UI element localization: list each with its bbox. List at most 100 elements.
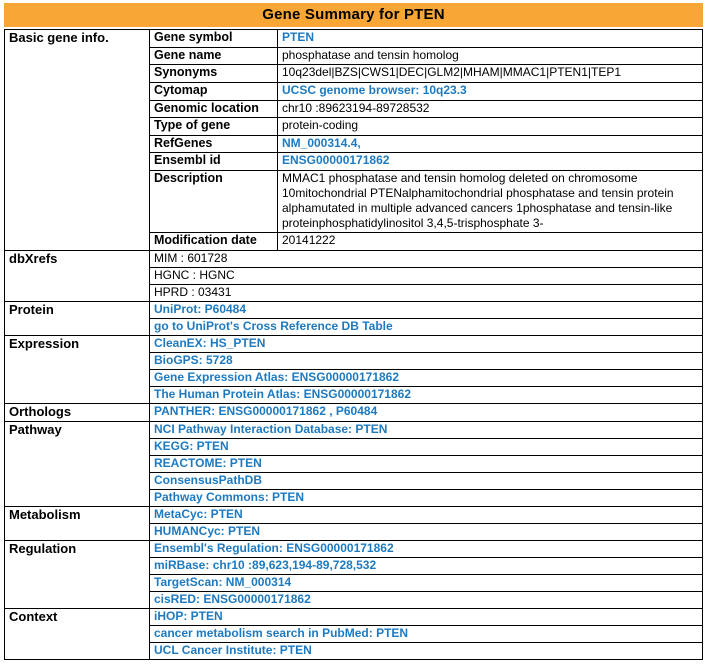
nci-pathway-link[interactable]: NCI Pathway Interaction Database: PTEN (154, 421, 388, 436)
uniprot-crossref-link[interactable]: go to UniProt's Cross Reference DB Table (154, 318, 393, 333)
table-row: Type of gene protein-coding (5, 117, 703, 136)
protein-uniprot-cell: UniProt: P60484 (149, 300, 703, 319)
regulation-cisred-cell: cisRED: ENSG00000171862 (149, 590, 703, 609)
table-row: Modification date 20141222 (5, 232, 703, 251)
gene-symbol-link[interactable]: PTEN (282, 30, 315, 44)
section-label-dbxrefs: dbXrefs (4, 249, 150, 302)
context-ucl-cell: UCL Cancer Institute: PTEN (149, 641, 703, 660)
field-label-gene-name: Gene name (149, 46, 278, 66)
ensembl-regulation-link[interactable]: Ensembl's Regulation: ENSG00000171862 (154, 540, 394, 555)
gene-expression-atlas-link[interactable]: Gene Expression Atlas: ENSG00000171862 (154, 369, 400, 384)
pathway-nci-cell: NCI Pathway Interaction Database: PTEN (149, 420, 703, 439)
table-row: Context iHOP: PTEN (4, 607, 703, 660)
protein-crossref-cell: go to UniProt's Cross Reference DB Table (149, 317, 703, 336)
expression-biogps-cell: BioGPS: 5728 (149, 351, 703, 370)
table-row: go to UniProt's Cross Reference DB Table (5, 317, 703, 336)
cisred-link[interactable]: cisRED: ENSG00000171862 (154, 591, 311, 606)
field-value-modification-date: 20141222 (277, 232, 703, 251)
field-label-cytomap: Cytomap (149, 81, 278, 101)
field-label-synonyms: Synonyms (149, 64, 278, 83)
field-label-ensembl-id: Ensembl id (149, 152, 278, 171)
expression-hpa-cell: The Human Protein Atlas: ENSG00000171862 (149, 385, 703, 404)
ihop-link[interactable]: iHOP: PTEN (154, 608, 223, 623)
field-label-type-of-gene: Type of gene (149, 117, 278, 136)
regulation-ensembl-cell: Ensembl's Regulation: ENSG00000171862 (149, 539, 703, 558)
field-value-ensembl-id: ENSG00000171862 (277, 152, 703, 171)
pubmed-cancer-metabolism-link[interactable]: cancer metabolism search in PubMed: PTEN (154, 625, 409, 640)
field-label-gene-symbol: Gene symbol (149, 29, 278, 48)
regulation-mirbase-cell: miRBase: chr10 :89,623,194-89,728,532 (149, 556, 703, 575)
section-label-pathway: Pathway (4, 420, 150, 507)
table-row: Expression CleanEX: HS_PTEN (4, 334, 703, 404)
field-label-modification-date: Modification date (149, 232, 278, 251)
table-row: Cytomap UCSC genome browser: 10q23.3 (5, 81, 703, 101)
field-value-cytomap: UCSC genome browser: 10q23.3 (277, 81, 703, 101)
field-value-synonyms: 10q23del|BZS|CWS1|DEC|GLM2|MHAM|MMAC1|PT… (277, 64, 703, 83)
table-row: Pathway NCI Pathway Interaction Database… (4, 420, 703, 507)
reactome-link[interactable]: REACTOME: PTEN (154, 455, 262, 470)
dbxref-hgnc-value: HGNC : HGNC (149, 266, 703, 285)
section-label-orthologs: Orthologs (4, 402, 150, 422)
pathway-reactome-cell: REACTOME: PTEN (149, 454, 703, 473)
kegg-link[interactable]: KEGG: PTEN (154, 438, 229, 453)
field-value-genomic-location: chr10 :89623194-89728532 (277, 99, 703, 119)
field-label-description: Description (149, 170, 278, 233)
field-value-type-of-gene: protein-coding (277, 117, 703, 136)
section-label-protein: Protein (4, 300, 150, 336)
pathway-commons-link[interactable]: Pathway Commons: PTEN (154, 489, 305, 504)
field-label-genomic-location: Genomic location (149, 99, 278, 119)
consensuspathdb-link[interactable]: ConsensusPathDB (154, 472, 263, 487)
expression-gea-cell: Gene Expression Atlas: ENSG00000171862 (149, 368, 703, 387)
cleanex-link[interactable]: CleanEX: HS_PTEN (154, 335, 266, 350)
section-label-metabolism: Metabolism (4, 505, 150, 541)
context-pubmed-cell: cancer metabolism search in PubMed: PTEN (149, 624, 703, 643)
table-row: Metabolism MetaCyc: PTEN (4, 505, 703, 541)
metabolism-humancyc-cell: HUMANCyc: PTEN (149, 522, 703, 541)
field-value-gene-name: phosphatase and tensin homolog (277, 46, 703, 66)
table-row: HUMANCyc: PTEN (5, 522, 703, 541)
table-row: Orthologs PANTHER: ENSG00000171862 , P60… (4, 402, 703, 422)
targetscan-link[interactable]: TargetScan: NM_000314 (154, 574, 292, 589)
dbxref-hprd-value: HPRD : 03431 (149, 283, 703, 302)
pathway-consensuspathdb-cell: ConsensusPathDB (149, 471, 703, 490)
field-value-description: MMAC1 phosphatase and tensin homolog del… (277, 170, 703, 233)
table-row: Synonyms 10q23del|BZS|CWS1|DEC|GLM2|MHAM… (5, 64, 703, 83)
metabolism-metacyc-cell: MetaCyc: PTEN (149, 505, 703, 524)
section-label-context: Context (4, 607, 150, 660)
table-row: dbXrefs MIM : 601728 (4, 249, 703, 302)
uniprot-link[interactable]: UniProt: P60484 (154, 301, 247, 316)
pathway-commons-cell: Pathway Commons: PTEN (149, 488, 703, 507)
section-label-regulation: Regulation (4, 539, 150, 609)
dbxref-mim-value: MIM : 601728 (149, 249, 703, 268)
section-label-expression: Expression (4, 334, 150, 404)
expression-cleanex-cell: CleanEX: HS_PTEN (149, 334, 703, 353)
gene-summary-table: Basic gene info. Gene symbol PTEN Gene n… (4, 29, 703, 660)
regulation-targetscan-cell: TargetScan: NM_000314 (149, 573, 703, 592)
field-value-refgenes: NM_000314.4, (277, 134, 703, 154)
metacyc-link[interactable]: MetaCyc: PTEN (154, 506, 243, 521)
mirbase-link[interactable]: miRBase: chr10 :89,623,194-89,728,532 (154, 557, 377, 572)
biogps-link[interactable]: BioGPS: 5728 (154, 352, 233, 367)
field-value-gene-symbol: PTEN (277, 29, 703, 48)
table-row: Ensembl id ENSG00000171862 (5, 152, 703, 171)
orthologs-panther-cell: PANTHER: ENSG00000171862 , P60484 (149, 402, 703, 422)
ensembl-id-link[interactable]: ENSG00000171862 (282, 153, 390, 168)
field-label-refgenes: RefGenes (149, 134, 278, 154)
page-title: Gene Summary for PTEN (4, 3, 703, 27)
table-row: Protein UniProt: P60484 (4, 300, 703, 336)
table-row: Regulation Ensembl's Regulation: ENSG000… (4, 539, 703, 609)
refgene-link[interactable]: NM_000314.4, (282, 135, 361, 150)
table-row: Description MMAC1 phosphatase and tensin… (5, 170, 703, 233)
human-protein-atlas-link[interactable]: The Human Protein Atlas: ENSG00000171862 (154, 386, 411, 401)
table-row: HGNC : HGNC (5, 266, 703, 285)
context-ihop-cell: iHOP: PTEN (149, 607, 703, 626)
humancyc-link[interactable]: HUMANCyc: PTEN (154, 523, 261, 538)
ucsc-genome-browser-link[interactable]: UCSC genome browser: 10q23.3 (282, 82, 467, 97)
section-label-basic-gene-info: Basic gene info. (4, 29, 150, 251)
ucl-cancer-institute-link[interactable]: UCL Cancer Institute: PTEN (154, 642, 312, 657)
panther-link[interactable]: PANTHER: ENSG00000171862 , P60484 (154, 403, 378, 418)
table-row: Gene Expression Atlas: ENSG00000171862 (5, 368, 703, 387)
pathway-kegg-cell: KEGG: PTEN (149, 437, 703, 456)
table-row: Basic gene info. Gene symbol PTEN (4, 29, 703, 251)
